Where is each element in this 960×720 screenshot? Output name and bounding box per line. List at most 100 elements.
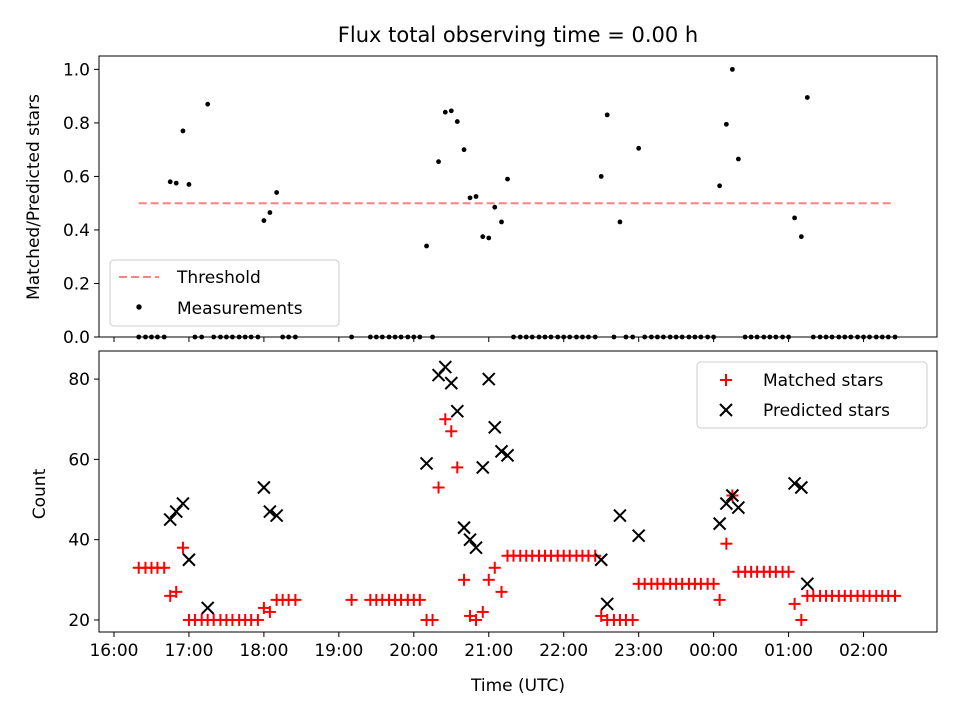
matched-stars-points: [132, 413, 902, 626]
measurement-point: [186, 182, 192, 187]
predicted-star-marker: [257, 480, 271, 495]
predicted-star-marker: [712, 516, 727, 531]
measurement-point: [492, 204, 498, 210]
ratio-y-label: Matched/Predicted stars: [24, 94, 44, 300]
legend-predicted-swatch: [719, 403, 733, 417]
measurement-point: [467, 195, 473, 201]
legend-matched-swatch: [720, 374, 732, 386]
measurement-point: [505, 176, 510, 182]
predicted-star-marker: [600, 597, 614, 611]
measurement-point: [173, 180, 179, 186]
predicted-star-marker: [731, 500, 746, 515]
predicted-star-marker: [182, 553, 196, 567]
matched-star-marker: [589, 549, 602, 562]
predicted-star-marker: [444, 376, 458, 390]
count-x-ticks: 16:00 17:00 18:00 19:00 20:00 21:00 22:00 23:00…: [89, 632, 888, 661]
matched-star-marker: [626, 613, 639, 626]
predicted-star-marker: [794, 480, 809, 495]
x-tick-label: 02:00: [839, 641, 888, 661]
matched-star-marker: [251, 613, 264, 626]
matched-star-marker: [707, 577, 720, 590]
predicted-star-marker: [800, 577, 815, 591]
predicted-star-marker: [469, 540, 483, 555]
ratio-y-tick-label: 1.0: [63, 60, 90, 80]
legend-measurements-swatch: [136, 304, 142, 310]
predicted-star-marker: [488, 420, 502, 434]
count-y-tick-label: 20: [68, 611, 90, 631]
predicted-star-marker: [457, 520, 471, 535]
ratio-y-tick-label: 0.6: [63, 167, 90, 187]
measurement-point: [804, 95, 810, 100]
matched-star-marker: [495, 585, 508, 598]
x-tick-label: 01:00: [764, 641, 813, 661]
measurement-point: [180, 128, 186, 134]
matched-star-marker: [482, 573, 495, 586]
matched-star-marker: [713, 593, 726, 606]
predicted-star-marker: [450, 404, 464, 418]
predicted-star-marker: [787, 476, 802, 491]
measurement-point: [473, 194, 479, 199]
count-panel: 20 40 60 80 16:00 17:00 18:00 19:00 20:00 21:00 2…: [30, 350, 938, 696]
matched-star-marker: [289, 593, 302, 606]
predicted-star-marker: [719, 496, 734, 511]
measurement-point: [604, 112, 610, 118]
predicted-star-marker: [725, 488, 740, 503]
matched-star-marker: [458, 573, 471, 586]
x-axis-label: Time (UTC): [470, 676, 565, 696]
measurement-point: [735, 156, 741, 162]
predicted-star-marker: [631, 528, 646, 543]
count-y-label: Count: [30, 468, 50, 519]
predicted-star-marker: [613, 508, 627, 523]
matched-star-marker: [488, 561, 501, 574]
legend-matched-label: Matched stars: [763, 371, 883, 391]
measurement-point: [798, 234, 804, 240]
ratio-y-tick-label: 0.2: [63, 274, 90, 294]
x-tick-label: 23:00: [614, 641, 663, 661]
measurement-point: [267, 210, 273, 215]
ratio-y-tick-label: 0.0: [63, 328, 90, 348]
predicted-star-marker: [500, 448, 515, 463]
predicted-star-marker: [263, 504, 277, 519]
ratio-y-tick-label: 0.4: [63, 221, 90, 241]
predicted-star-marker: [269, 508, 284, 523]
predicted-stars-points: [163, 360, 815, 615]
measurement-point: [792, 215, 797, 221]
count-panel-frame: [98, 350, 938, 633]
matched-star-marker: [158, 561, 171, 574]
matched-star-marker: [413, 593, 426, 606]
predicted-star-marker: [482, 372, 496, 386]
count-y-tick-label: 80: [68, 370, 90, 390]
measurement-point: [723, 121, 729, 127]
predicted-star-marker: [176, 496, 190, 511]
count-y-tick-label: 40: [68, 531, 90, 551]
ratio-y-tick-label: 0.8: [63, 114, 90, 134]
legend-measurements-label: Measurements: [177, 299, 303, 319]
measurement-point: [717, 183, 723, 189]
matched-star-marker: [451, 461, 464, 474]
count-y-ticks: 20 40 60 80: [68, 370, 99, 631]
predicted-star-marker: [463, 532, 477, 547]
measurement-point: [729, 66, 735, 72]
measurement-point: [636, 145, 642, 151]
measurement-point: [261, 218, 267, 223]
measurement-point: [448, 108, 454, 114]
ratio-legend-box: [109, 259, 340, 327]
measurement-point: [205, 101, 211, 107]
matched-star-marker: [476, 605, 489, 618]
predicted-star-marker: [163, 512, 177, 527]
measurement-point: [436, 159, 441, 165]
x-tick-label: 17:00: [164, 641, 213, 661]
measurement-point: [454, 119, 460, 124]
measurement-point: [617, 219, 623, 225]
count-y-tick-label: 60: [68, 450, 90, 470]
count-legend: Matched stars Predicted stars: [696, 361, 928, 429]
predicted-star-marker: [594, 553, 608, 567]
x-tick-label: 16:00: [89, 641, 138, 661]
measurement-point: [480, 234, 486, 240]
matched-star-marker: [439, 413, 452, 426]
chart-title: Flux total observing time = 0.00 h: [338, 23, 698, 47]
measurement-point: [424, 243, 429, 249]
measurement-point: [499, 219, 504, 225]
matched-star-marker: [788, 597, 801, 610]
